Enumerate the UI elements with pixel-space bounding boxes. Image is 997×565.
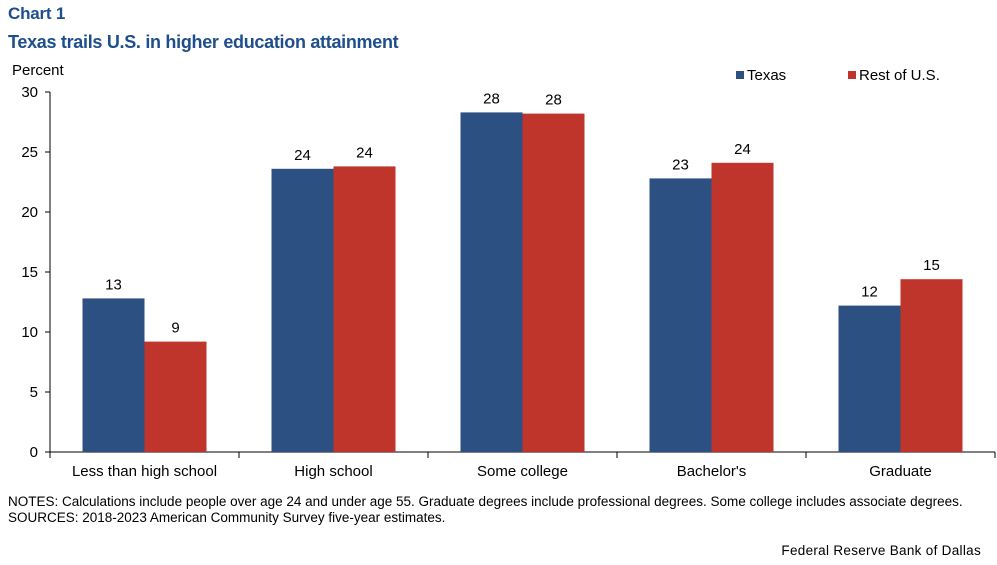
- bar-rest-of-us: [711, 162, 774, 453]
- y-tick-label: 5: [30, 384, 38, 401]
- y-tick-label: 15: [21, 264, 38, 281]
- data-label: 28: [545, 92, 562, 109]
- x-tick-label: Some college: [477, 463, 568, 480]
- y-tick-label: 30: [21, 84, 38, 101]
- data-label: 24: [356, 144, 373, 161]
- source-credit: Federal Reserve Bank of Dallas: [781, 543, 981, 558]
- data-label: 24: [294, 147, 311, 164]
- bar-texas: [82, 298, 145, 452]
- legend-swatch: [736, 71, 744, 79]
- data-label: 12: [861, 284, 878, 301]
- y-tick-label: 25: [21, 144, 38, 161]
- legend: Texas Rest of U.S.: [736, 67, 940, 84]
- bar-rest-of-us: [333, 166, 396, 452]
- bar-rest-of-us: [522, 113, 585, 452]
- y-tick-label: 0: [30, 444, 38, 461]
- y-axis-label: Percent: [12, 62, 65, 79]
- x-tick-label: High school: [294, 463, 372, 480]
- chart-title: Texas trails U.S. in higher education at…: [8, 32, 399, 52]
- legend-label: Texas: [747, 67, 786, 84]
- bar-chart: 0 5 10 15 20 25 30 Percent Less than high schoo…: [12, 62, 996, 480]
- data-label: 23: [672, 156, 689, 173]
- y-tick-label: 20: [21, 204, 38, 221]
- bar-texas: [649, 178, 712, 452]
- x-tick-label: Less than high school: [72, 463, 217, 480]
- data-label: 24: [734, 141, 751, 158]
- bar-texas: [838, 305, 901, 452]
- chart-notes: NOTES: Calculations include people over …: [8, 494, 988, 526]
- legend-label: Rest of U.S.: [859, 67, 940, 84]
- bar-texas: [460, 112, 523, 453]
- bar-rest-of-us: [144, 341, 207, 452]
- chart-number: Chart 1: [8, 4, 66, 23]
- bars: 13 9 24 24 28 28 23 24 12 15: [82, 90, 963, 453]
- x-tick-label: Graduate: [869, 463, 932, 480]
- legend-swatch: [848, 71, 856, 79]
- y-axis: 0 5 10 15 20 25 30 Percent: [12, 62, 65, 461]
- bar-rest-of-us: [900, 279, 963, 452]
- data-label: 15: [923, 257, 940, 274]
- data-label: 9: [171, 320, 179, 337]
- x-tick-label: Bachelor's: [677, 463, 747, 480]
- y-tick-label: 10: [21, 324, 38, 341]
- bar-texas: [271, 168, 334, 453]
- x-axis: Less than high school High school Some col…: [49, 451, 996, 480]
- notes-text: NOTES: Calculations include people over …: [8, 494, 963, 509]
- data-label: 13: [105, 276, 122, 293]
- sources-text: SOURCES: 2018-2023 American Community Su…: [8, 510, 446, 525]
- data-label: 28: [483, 90, 500, 107]
